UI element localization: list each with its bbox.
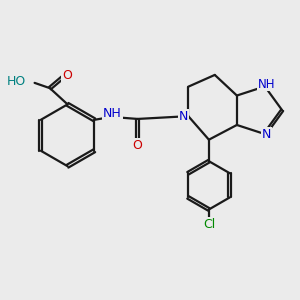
Text: Cl: Cl (203, 218, 215, 231)
Text: N: N (178, 110, 188, 123)
Text: O: O (62, 69, 72, 82)
Text: O: O (133, 139, 142, 152)
Text: NH: NH (103, 107, 122, 120)
Text: N: N (262, 128, 271, 141)
Text: HO: HO (7, 75, 26, 88)
Text: NH: NH (258, 78, 275, 91)
